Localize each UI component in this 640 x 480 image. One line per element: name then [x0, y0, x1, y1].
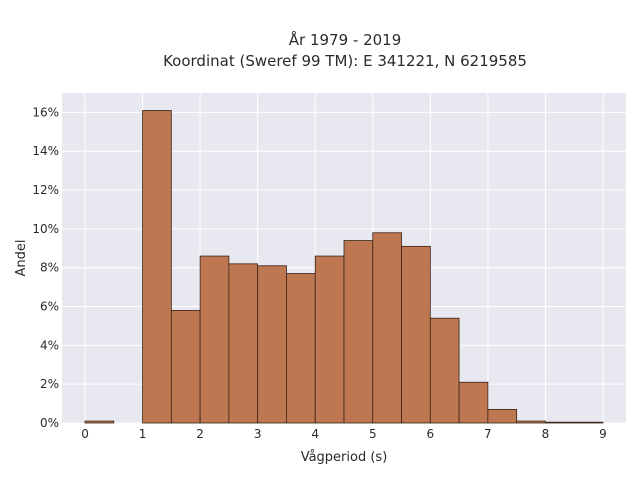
histogram-bar — [314, 255, 345, 424]
histogram-bar — [228, 263, 259, 424]
x-tick-label: 9 — [599, 427, 607, 441]
y-tick-label: 8% — [40, 261, 59, 275]
histogram-bar — [458, 381, 489, 424]
x-tick-label: 3 — [254, 427, 262, 441]
y-tick-label: 10% — [32, 222, 59, 236]
x-axis-ticks: 0 1 2 3 4 5 6 7 8 9 — [81, 427, 607, 441]
chart-title: År 1979 - 2019 Koordinat (Sweref 99 TM):… — [163, 30, 527, 70]
histogram-bar — [286, 273, 316, 424]
histogram-bar — [257, 265, 287, 424]
chart-title-line-1: År 1979 - 2019 — [289, 30, 402, 49]
histogram-bar — [142, 110, 172, 424]
histogram-bar — [545, 421, 575, 424]
x-tick-label: 4 — [311, 427, 319, 441]
y-tick-label: 12% — [32, 183, 59, 197]
histogram-bar — [199, 255, 230, 424]
x-axis-title: Vågperiod (s) — [301, 450, 388, 465]
histogram-bar — [429, 317, 460, 424]
x-tick-label: 2 — [196, 427, 204, 441]
x-tick-label: 7 — [484, 427, 492, 441]
histogram-bar — [487, 409, 518, 424]
x-tick-label: 0 — [81, 427, 89, 441]
y-axis-ticks: 0% 2% 4% 6% 8% 10% 12% 14% 16% — [32, 105, 59, 430]
x-tick-label: 5 — [369, 427, 377, 441]
x-tick-label: 8 — [542, 427, 550, 441]
y-tick-label: 16% — [32, 105, 59, 119]
histogram-bar — [84, 420, 115, 424]
y-tick-label: 2% — [40, 377, 59, 391]
histogram-bar — [573, 421, 604, 424]
y-tick-label: 4% — [40, 338, 59, 352]
histogram-bar — [372, 232, 402, 424]
histogram-bar — [170, 310, 201, 424]
y-tick-label: 6% — [40, 300, 59, 314]
y-axis-title: Andel — [14, 240, 29, 277]
y-tick-label: 0% — [40, 416, 59, 430]
x-tick-label: 6 — [427, 427, 435, 441]
histogram-bar — [516, 420, 546, 424]
x-tick-label: 1 — [139, 427, 147, 441]
histogram-bar — [401, 245, 431, 424]
histogram-bars — [84, 110, 604, 424]
y-tick-label: 14% — [32, 144, 59, 158]
histogram-bar — [343, 240, 374, 424]
chart-title-line-2: Koordinat (Sweref 99 TM): E 341221, N 62… — [163, 52, 527, 70]
